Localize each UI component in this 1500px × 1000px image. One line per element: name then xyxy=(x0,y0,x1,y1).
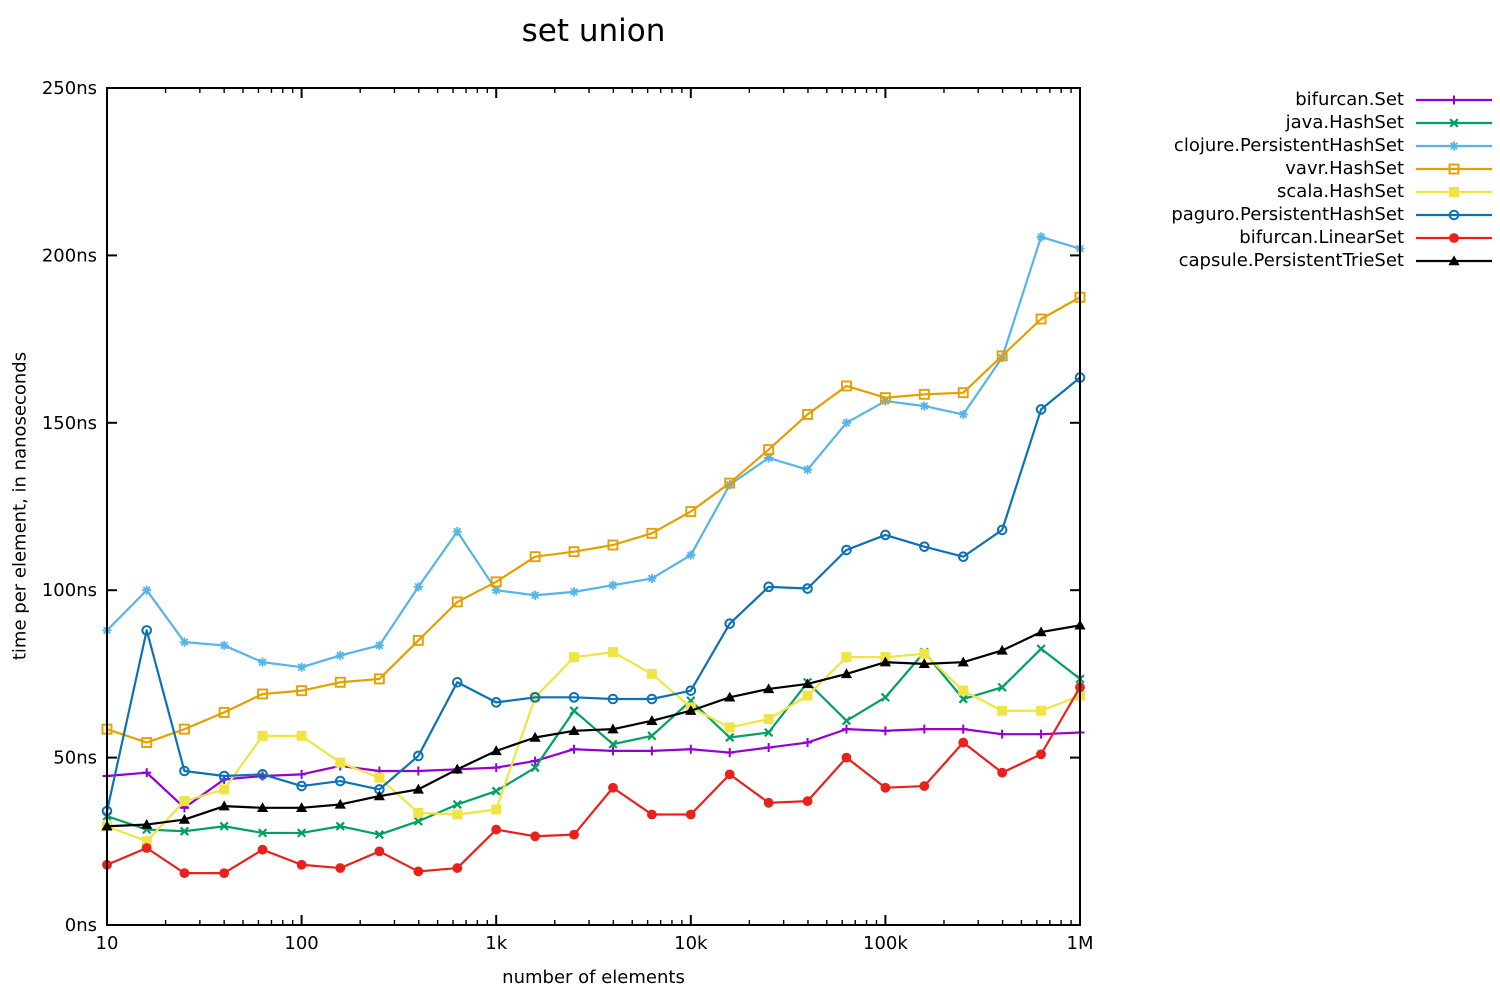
legend-swatch-bifurcan-linearset xyxy=(1416,232,1492,243)
legend-item-capsule-persistenttrieset: capsule.PersistentTrieSet xyxy=(1171,249,1493,272)
series-markers-paguro-persistenthashset xyxy=(101,372,1086,817)
legend-label: vavr.HashSet xyxy=(1285,158,1404,179)
x-minor-ticks xyxy=(164,88,1072,925)
legend-swatch-bifurcan-set xyxy=(1416,95,1492,104)
legend-item-scala-hashset: scala.HashSet xyxy=(1171,180,1493,203)
legend-swatch-clojure-persistenthashset xyxy=(1416,140,1492,151)
y-tick-label: 250ns xyxy=(42,78,97,99)
axis-ticks xyxy=(106,87,1081,926)
series-paguro-persistenthashset xyxy=(101,372,1086,817)
y-tick-label: 100ns xyxy=(42,580,97,601)
series-markers-scala-hashset xyxy=(102,647,1085,847)
series-line-capsule-persistenttrieset xyxy=(105,624,1082,828)
series-markers-vavr-hashset xyxy=(101,291,1086,748)
series-line-scala-hashset xyxy=(105,651,1082,843)
legend-swatch-java-hashset xyxy=(1416,117,1492,128)
series-line-paguro-persistenthashset xyxy=(105,376,1082,813)
legend: bifurcan.Set java.HashSet clojure.Persiste… xyxy=(1171,88,1493,272)
series-line-bifurcan-linearset xyxy=(105,686,1082,875)
legend-label: bifurcan.Set xyxy=(1295,89,1404,110)
x-tick-label: 10 xyxy=(96,933,119,954)
legend-label: capsule.PersistentTrieSet xyxy=(1178,250,1404,271)
series-line-java-hashset xyxy=(105,647,1082,836)
legend-item-java-hashset: java.HashSet xyxy=(1171,111,1493,134)
y-tick-label: 0ns xyxy=(65,915,97,936)
series-markers-bifurcan-set xyxy=(102,724,1085,813)
legend-label: bifurcan.LinearSet xyxy=(1239,227,1404,248)
x-tick-label: 100k xyxy=(863,933,908,954)
series-markers-bifurcan-linearset xyxy=(102,682,1085,879)
series-bifurcan-linearset xyxy=(102,682,1085,879)
axis-tick-labels: 0ns 50ns 100ns 150ns 200ns 250ns 10 100 1k 10k 100… xyxy=(42,78,1094,954)
x-tick-label: 1k xyxy=(485,933,507,954)
y-tick-label: 50ns xyxy=(53,748,97,769)
series-markers-clojure-persistenthashset xyxy=(102,232,1085,672)
legend-item-clojure-persistenthashset: clojure.PersistentHashSet xyxy=(1171,134,1493,157)
series-markers-capsule-persistenttrieset xyxy=(101,619,1086,831)
legend-item-paguro-persistenthashset: paguro.PersistentHashSet xyxy=(1171,203,1493,226)
y-tick-label: 150ns xyxy=(42,413,97,434)
legend-swatch-paguro-persistenthashset xyxy=(1416,209,1492,220)
series-scala-hashset xyxy=(102,647,1085,847)
series-java-hashset xyxy=(102,644,1085,840)
series-capsule-persistenttrieset xyxy=(101,619,1086,831)
series-line-vavr-hashset xyxy=(105,296,1082,744)
x-tick-label: 10k xyxy=(674,933,708,954)
x-axis-label: number of elements xyxy=(502,967,685,988)
legend-label: clojure.PersistentHashSet xyxy=(1173,135,1404,156)
legend-label: scala.HashSet xyxy=(1277,181,1404,202)
chart-title: set union xyxy=(521,13,666,49)
plot-border xyxy=(106,87,1081,926)
series-bifurcan-set xyxy=(102,724,1085,813)
legend-swatch-capsule-persistenttrieset xyxy=(1416,254,1492,265)
legend-item-bifurcan-linearset: bifurcan.LinearSet xyxy=(1171,226,1493,249)
series-line-bifurcan-set xyxy=(105,728,1082,809)
legend-swatch-vavr-hashset xyxy=(1416,163,1492,174)
x-tick-label: 100 xyxy=(284,933,318,954)
series-vavr-hashset xyxy=(101,291,1086,748)
y-tick-label: 200ns xyxy=(42,245,97,266)
legend-swatch-scala-hashset xyxy=(1416,186,1492,197)
legend-label: paguro.PersistentHashSet xyxy=(1171,204,1404,225)
x-tick-label: 1M xyxy=(1067,933,1094,954)
legend-label: java.HashSet xyxy=(1285,112,1404,133)
legend-item-vavr-hashset: vavr.HashSet xyxy=(1171,157,1493,180)
series-line-clojure-persistenthashset xyxy=(105,235,1082,669)
series-clojure-persistenthashset xyxy=(102,232,1085,672)
series-markers-java-hashset xyxy=(102,644,1085,840)
legend-item-bifurcan-set: bifurcan.Set xyxy=(1171,88,1493,111)
